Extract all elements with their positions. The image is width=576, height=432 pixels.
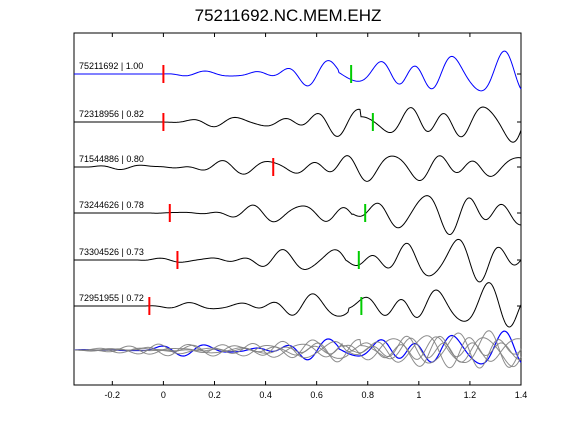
trace-label-2: 72318956 | 0.82 — [79, 109, 144, 119]
trace-label-6: 72951955 | 0.72 — [79, 293, 144, 303]
trace-labels-group: 75211692 | 1.00 72318956 | 0.82 71544886 |… — [79, 61, 144, 303]
x-tick-label: 1.4 — [515, 390, 528, 400]
x-tick-label: 0 — [161, 390, 166, 400]
x-axis-ticks: -0.2 0 0.2 0.4 0.6 0.8 1 1.2 1.4 — [105, 33, 528, 400]
trace-line-1 — [74, 50, 522, 92]
x-tick-label: 0.8 — [361, 390, 374, 400]
x-tick-label: 0.4 — [259, 390, 272, 400]
x-tick-label: 0.6 — [310, 390, 323, 400]
chart-title: 75211692.NC.MEM.EHZ — [194, 6, 382, 25]
stack-trace-4 — [73, 335, 522, 369]
x-tick-label: 0.2 — [208, 390, 221, 400]
trace-label-3: 71544886 | 0.80 — [79, 154, 144, 164]
trace-line-2 — [74, 106, 522, 143]
trace-line-4 — [74, 195, 522, 236]
x-tick-label: 1.2 — [464, 390, 477, 400]
trace-label-4: 73244626 | 0.78 — [79, 200, 144, 210]
picks-group — [148, 65, 374, 315]
x-tick-label: -0.2 — [105, 390, 121, 400]
trace-label-5: 73304526 | 0.73 — [79, 247, 144, 257]
trace-line-5 — [74, 238, 522, 283]
x-tick-label: 1 — [416, 390, 421, 400]
traces-group — [74, 50, 522, 328]
trace-label-1: 75211692 | 1.00 — [79, 61, 143, 71]
trace-line-6 — [74, 282, 522, 328]
plot-area-frame — [73, 32, 522, 386]
stack-trace-6 — [73, 330, 522, 368]
trace-line-3 — [74, 155, 522, 182]
stack-group — [73, 330, 522, 369]
